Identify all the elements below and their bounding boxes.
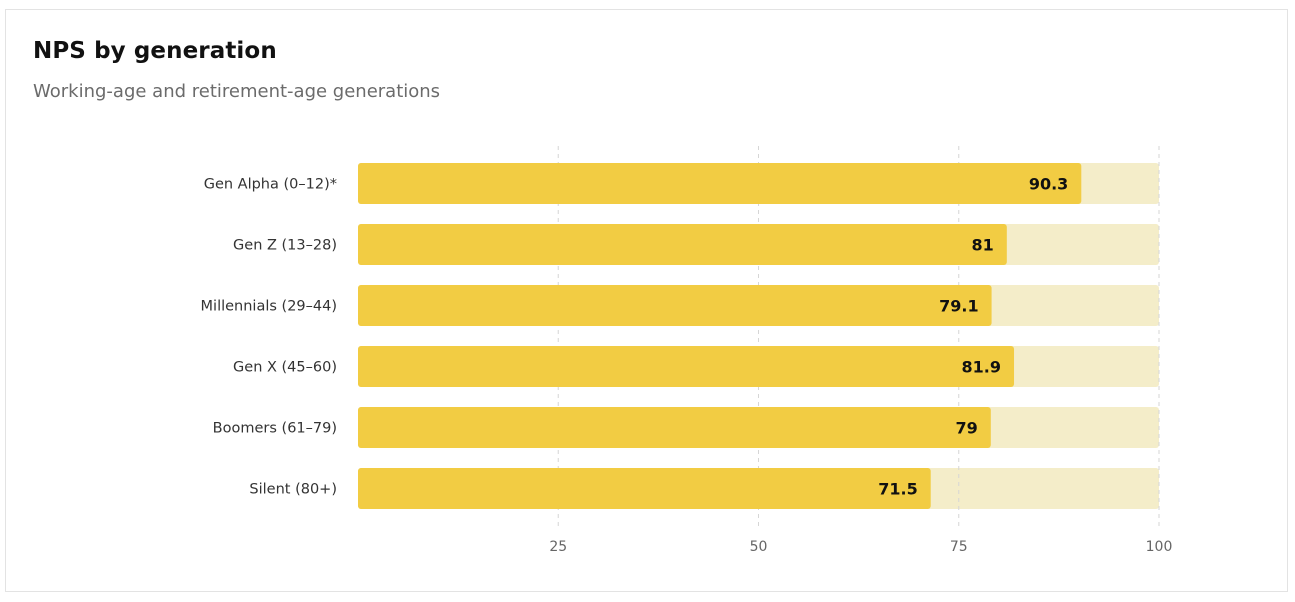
value-label: 71.5: [878, 480, 917, 499]
x-tick-label: 75: [950, 539, 968, 555]
bar: [358, 224, 1007, 265]
category-label: Gen X (45–60): [233, 360, 337, 376]
category-label: Gen Alpha (0–12)*: [204, 177, 337, 193]
value-label: 79: [956, 419, 978, 438]
value-label: 79.1: [939, 297, 978, 316]
value-label: 81.9: [962, 358, 1001, 377]
value-label: 90.3: [1029, 175, 1068, 194]
x-tick-label: 25: [549, 539, 567, 555]
chart-subtitle: Working-age and retirement-age generatio…: [33, 81, 441, 102]
category-label: Silent (80+): [249, 482, 337, 498]
bar: [358, 285, 992, 326]
category-label: Boomers (61–79): [213, 421, 337, 437]
category-label: Millennials (29–44): [201, 299, 337, 315]
value-label: 81: [972, 236, 994, 255]
x-tick-label: 50: [750, 539, 768, 555]
bar: [358, 468, 931, 509]
bar: [358, 407, 991, 448]
chart-title: NPS by generation: [33, 38, 277, 64]
category-label: Gen Z (13–28): [233, 238, 337, 254]
bar: [358, 163, 1082, 204]
x-tick-label: 100: [1146, 539, 1173, 555]
bar: [358, 346, 1015, 387]
